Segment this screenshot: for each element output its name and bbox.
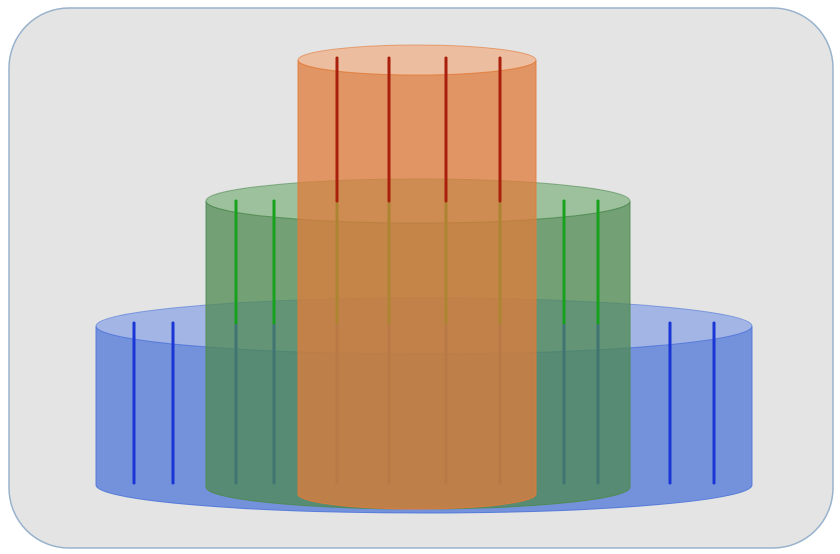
top-cylinder [297, 44, 537, 510]
top-cylinder-top-face [297, 44, 537, 76]
cylinder-stack [95, 44, 753, 514]
